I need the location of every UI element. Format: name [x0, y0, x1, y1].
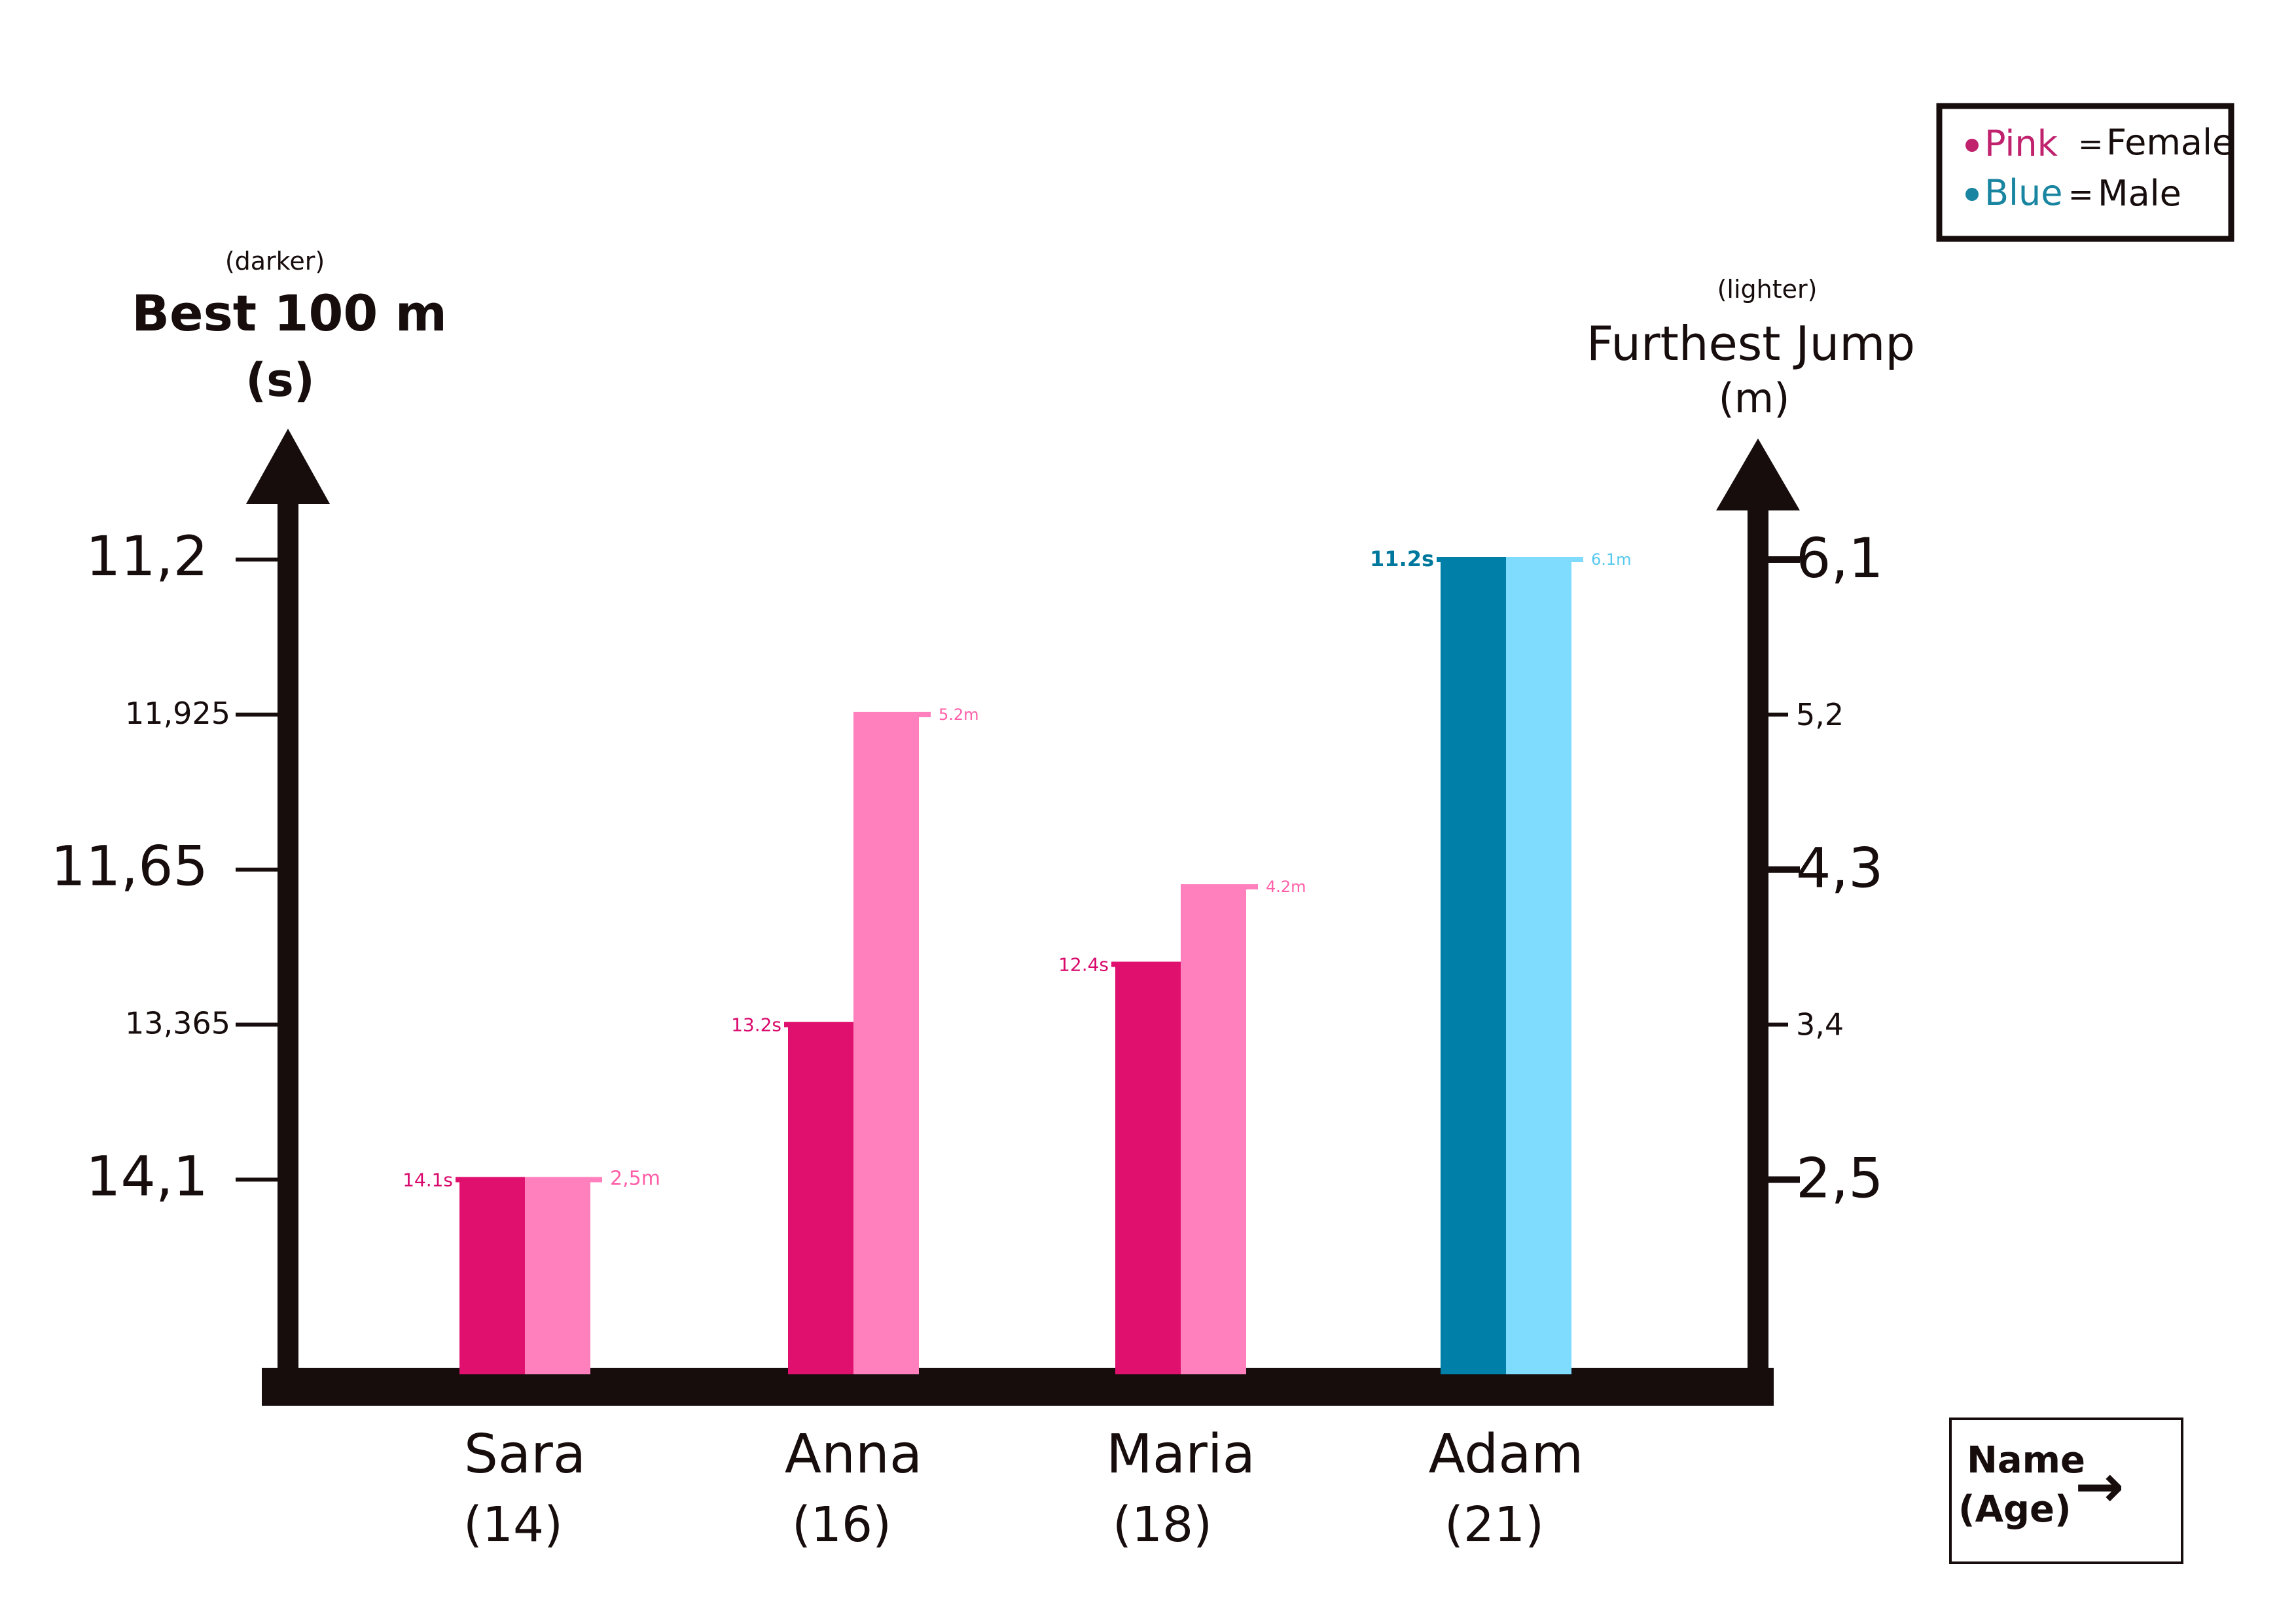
right-axis-title: Furthest Jump — [1587, 316, 1915, 371]
bar-run-label: 11.2s — [1370, 546, 1434, 571]
legend-pink-dot — [1965, 139, 1979, 152]
right-tick-label: 5,2 — [1796, 697, 1844, 732]
bar-jump-cap — [525, 1177, 602, 1183]
legend-blue-equals: = — [2068, 177, 2094, 212]
bar-value-labels: 14.1s 2,5m 13.2s 5.2m 12.4s 4.2m 11.2s 6.1m — [403, 546, 1631, 1190]
left-axis-title: Best 100 m — [132, 284, 447, 342]
right-tick-mark — [1768, 556, 1800, 563]
left-axis-ticks: 11,2 11,925 11,65 13,365 14,1 — [51, 524, 278, 1208]
left-axis-line — [278, 497, 298, 1400]
left-tick-mark — [236, 867, 278, 872]
bar-run-anna — [788, 1024, 853, 1374]
right-tick-label: 4,3 — [1796, 836, 1884, 901]
bar-jump-sara — [525, 1179, 590, 1374]
bars — [456, 557, 1583, 1374]
category-name: Maria — [1106, 1423, 1255, 1486]
bar-jump-cap — [853, 711, 931, 717]
right-tick-mark — [1768, 712, 1788, 717]
bar-run-label: 13.2s — [731, 1014, 781, 1036]
left-tick-label: 11,925 — [125, 696, 230, 731]
x-axis-key-arrow: → — [2075, 1452, 2124, 1521]
category-name: Sara — [464, 1423, 586, 1486]
right-tick-mark — [1768, 866, 1800, 873]
bar-jump-label: 6.1m — [1591, 550, 1632, 569]
bar-run-label: 12.4s — [1058, 954, 1109, 976]
left-axis-note: (darker) — [225, 247, 325, 276]
left-axis-unit: (s) — [245, 353, 315, 407]
right-axis-unit: (m) — [1719, 374, 1790, 422]
category-name: Adam — [1429, 1423, 1584, 1486]
bar-run-maria — [1115, 964, 1181, 1374]
bar-run-cap — [1437, 557, 1507, 562]
left-tick-mark — [236, 558, 278, 562]
x-axis-key-name: Name — [1967, 1439, 2085, 1482]
left-tick-mark — [236, 1022, 278, 1027]
bar-run-adam — [1441, 560, 1506, 1374]
legend-box — [1936, 103, 2234, 242]
category-age: (14) — [463, 1497, 563, 1553]
right-tick-label: 2,5 — [1796, 1146, 1884, 1210]
left-tick-mark — [236, 1177, 278, 1182]
bar-jump-label: 4.2m — [1266, 878, 1306, 896]
bar-run-cap — [784, 1022, 855, 1027]
left-tick-label: 11,65 — [51, 834, 208, 899]
left-axis-arrowhead — [246, 429, 330, 504]
category-age: (21) — [1444, 1497, 1544, 1553]
legend-blue-meaning: Male — [2098, 173, 2181, 214]
category-labels: Sara (14) Anna (16) Maria (18) Adam (21) — [463, 1423, 1583, 1553]
bar-jump-cap — [1181, 884, 1258, 890]
left-tick-label: 11,2 — [86, 524, 208, 588]
right-axis-line — [1748, 497, 1768, 1400]
left-tick-label: 13,365 — [125, 1006, 230, 1041]
legend-pink-meaning: Female — [2106, 122, 2234, 163]
legend-pink-word: Pink — [1984, 123, 2058, 164]
bar-jump-cap — [1506, 557, 1583, 562]
bar-jump-anna — [853, 714, 919, 1374]
bar-run-cap — [456, 1177, 526, 1183]
x-axis-key-age: (Age) — [1958, 1488, 2072, 1531]
right-axis-ticks: 6,1 5,2 4,3 3,4 2,5 — [1768, 526, 1884, 1210]
bar-run-sara — [459, 1179, 525, 1374]
bar-run-label: 14.1s — [403, 1169, 453, 1190]
bar-jump-label: 5.2m — [939, 705, 979, 724]
left-tick-mark — [236, 712, 278, 717]
left-tick-label: 14,1 — [86, 1144, 208, 1208]
x-axis-key: Name (Age) → — [1949, 1418, 2183, 1564]
legend-pink-equals: = — [2078, 126, 2104, 162]
bar-run-cap — [1111, 961, 1182, 967]
right-tick-label: 3,4 — [1796, 1007, 1844, 1043]
legend: Pink = Female Blue = Male — [1936, 103, 2234, 242]
category-name: Anna — [785, 1423, 922, 1486]
right-tick-mark — [1768, 1022, 1788, 1027]
bar-jump-label: 2,5m — [610, 1167, 660, 1190]
category-age: (16) — [792, 1497, 891, 1553]
x-axis-key-box — [1949, 1418, 2183, 1564]
legend-blue-dot — [1965, 188, 1979, 201]
bar-jump-maria — [1181, 887, 1246, 1374]
right-axis-note: (lighter) — [1717, 275, 1818, 304]
right-tick-mark — [1768, 1176, 1800, 1183]
legend-blue-word: Blue — [1984, 172, 2063, 213]
bar-jump-adam — [1506, 560, 1571, 1374]
category-age: (18) — [1113, 1497, 1212, 1553]
right-axis-arrowhead — [1716, 438, 1800, 510]
right-tick-label: 6,1 — [1796, 526, 1884, 590]
